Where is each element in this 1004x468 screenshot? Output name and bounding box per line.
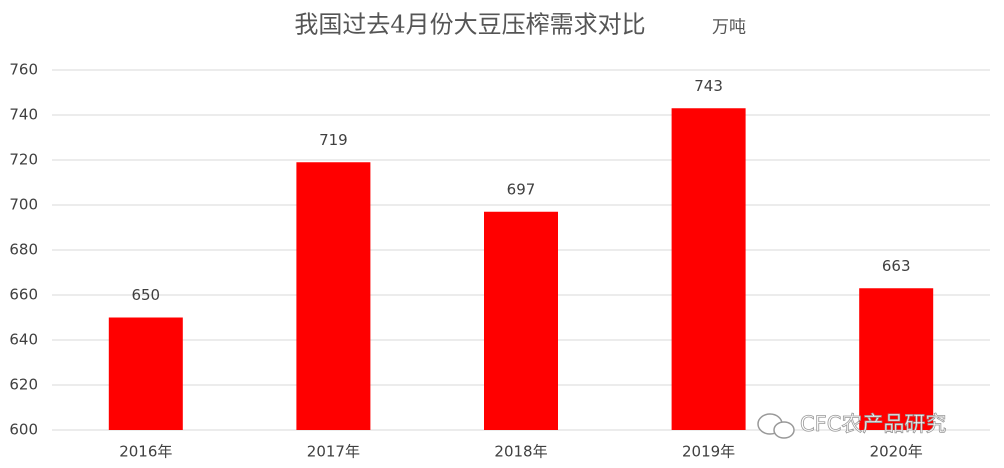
x-tick-label: 2019年 [682, 443, 735, 461]
x-tick-label: 2020年 [870, 443, 923, 461]
bar [671, 108, 746, 430]
x-tick-label: 2017年 [307, 443, 360, 461]
y-tick-label: 660 [9, 286, 38, 304]
data-label: 719 [319, 131, 348, 149]
x-tick-label: 2016年 [119, 443, 172, 461]
watermark: CFC农产品研究 [800, 412, 946, 436]
y-tick-label: 720 [9, 151, 38, 169]
bar [108, 317, 183, 430]
chart-title: 我国过去4月份大豆压榨需求对比 [294, 11, 645, 39]
y-tick-label: 700 [9, 196, 38, 214]
data-label: 663 [882, 257, 911, 275]
y-tick-label: 760 [9, 61, 38, 79]
y-tick-label: 680 [9, 241, 38, 259]
y-tick-label: 600 [9, 421, 38, 439]
data-label: 743 [694, 77, 723, 95]
bar [484, 211, 558, 430]
y-tick-label: 740 [9, 106, 38, 124]
data-label: 697 [507, 180, 536, 198]
unit-label: 万吨 [712, 18, 746, 38]
y-tick-label: 640 [9, 331, 38, 349]
watermark-icon [757, 413, 795, 439]
bar [296, 162, 371, 430]
y-tick-label: 620 [9, 376, 38, 394]
data-label: 650 [131, 286, 160, 304]
x-tick-label: 2018年 [494, 443, 547, 461]
bar [859, 288, 934, 430]
